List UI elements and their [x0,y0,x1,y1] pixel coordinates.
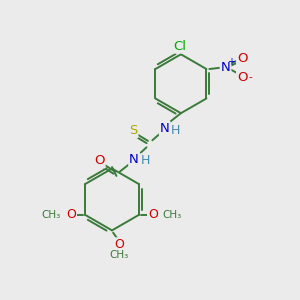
Text: -: - [248,73,252,82]
Text: O: O [237,71,247,84]
Text: CH₃: CH₃ [42,210,61,220]
Text: N: N [160,122,169,135]
Text: O: O [237,52,247,65]
Text: +: + [227,57,235,67]
Text: H: H [141,154,150,167]
Text: N: N [221,61,230,74]
Text: S: S [129,124,137,137]
Text: CH₃: CH₃ [162,210,182,220]
Text: Cl: Cl [173,40,186,52]
Text: O: O [148,208,158,221]
Text: N: N [129,153,139,166]
Text: O: O [114,238,124,251]
Text: H: H [171,124,181,137]
Text: O: O [94,154,105,167]
Text: CH₃: CH₃ [110,250,129,260]
Text: O: O [66,208,76,221]
